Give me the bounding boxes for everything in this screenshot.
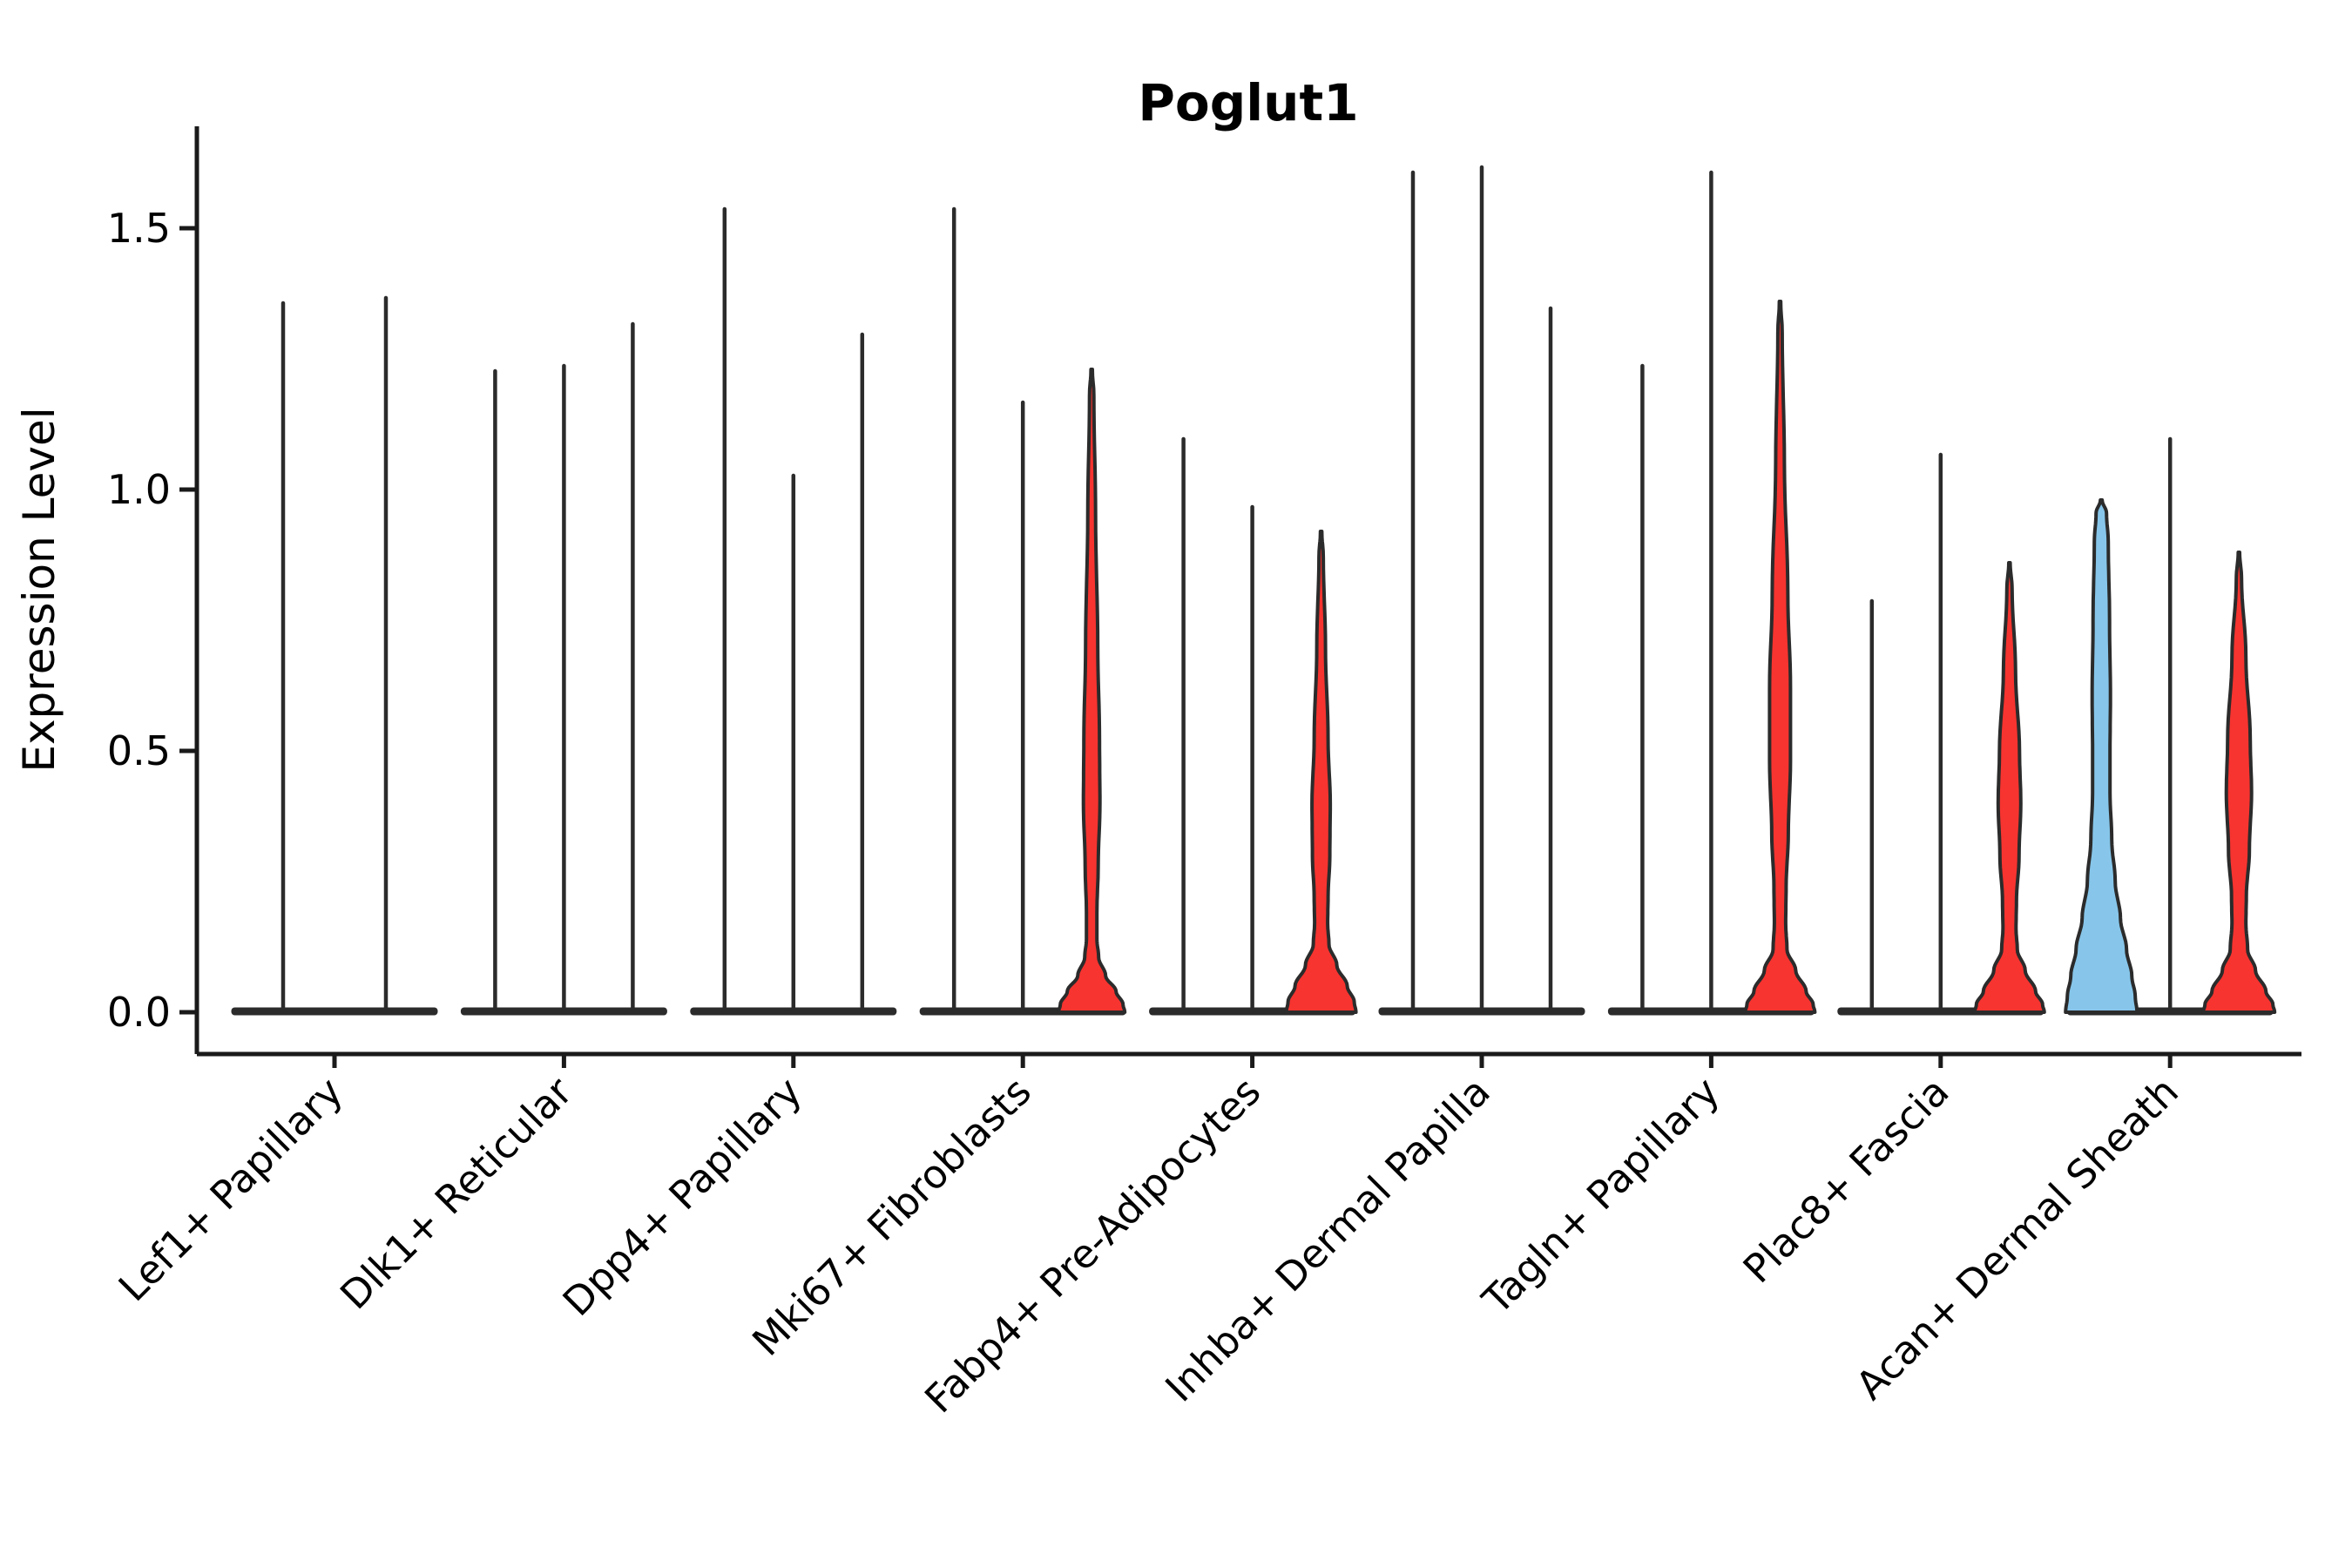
x-tick-label: Dlk1+ Reticular: [331, 1068, 581, 1318]
y-tick-label: 1.5: [107, 205, 171, 252]
x-tick-label: Dpp4+ Papillary: [554, 1068, 811, 1325]
violin-group: [690, 206, 897, 1016]
y-tick-label: 0.0: [107, 989, 171, 1036]
violin-red: [1972, 561, 2046, 1014]
x-tick-label: Lef1+ Papillary: [110, 1068, 352, 1310]
x-tick-label: Tagln+ Papillary: [1473, 1068, 1728, 1323]
violin-group: [231, 295, 438, 1016]
violin-group: [2064, 436, 2277, 1016]
y-tick-label: 1.0: [107, 466, 171, 513]
violin-group: [1607, 170, 1817, 1016]
violin-red: [1057, 368, 1127, 1014]
violin-red: [1743, 300, 1817, 1014]
violin-group: [460, 321, 667, 1016]
y-axis-label: Expression Level: [14, 407, 64, 772]
violin-red: [2201, 551, 2277, 1014]
axes: 0.0 0.5 1.0 1.5: [107, 126, 2301, 1068]
violin-group: [1149, 436, 1358, 1016]
chart-title: Poglut1: [1138, 73, 1358, 132]
violins-layer: [231, 165, 2277, 1016]
x-tick-label: Plac8+ Fascia: [1734, 1068, 1958, 1292]
violin-group: [919, 206, 1127, 1016]
violin-red: [1284, 530, 1358, 1014]
violin-group: [1378, 165, 1585, 1016]
group-baseline: [231, 1007, 438, 1016]
violin-blue: [2064, 498, 2139, 1014]
y-tick-label: 0.5: [107, 727, 171, 774]
violin-group: [1837, 452, 2046, 1016]
